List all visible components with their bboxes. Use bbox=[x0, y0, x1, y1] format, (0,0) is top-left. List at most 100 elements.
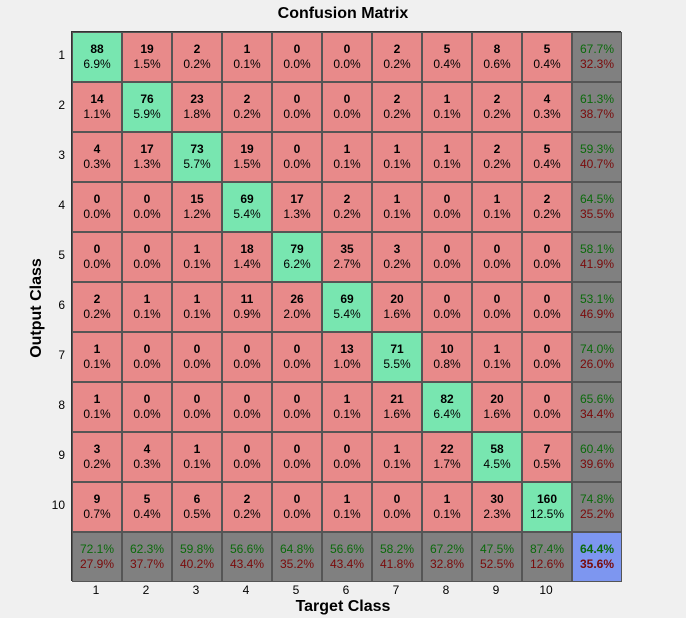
cell-percent: 4.5% bbox=[483, 457, 511, 471]
cell-count: 0 bbox=[293, 142, 301, 156]
accuracy-value: 47.5% bbox=[479, 542, 515, 556]
accuracy-value: 74.0% bbox=[579, 342, 615, 356]
error-value: 39.6% bbox=[579, 457, 615, 471]
matrix-cell-r10-c4: 2 0.2% bbox=[222, 482, 272, 532]
x-tick-label: 4 bbox=[242, 583, 250, 597]
cell-percent: 0.0% bbox=[233, 357, 261, 371]
matrix-cell-r5-c10: 0 0.0% bbox=[522, 232, 572, 282]
cell-count: 0 bbox=[293, 92, 301, 106]
cell-count: 2 bbox=[243, 92, 251, 106]
accuracy-value: 58.2% bbox=[379, 542, 415, 556]
matrix-cell-r8-c6: 1 0.1% bbox=[322, 382, 372, 432]
cell-percent: 0.0% bbox=[283, 457, 311, 471]
row-summary-10: 74.8% 25.2% bbox=[572, 482, 622, 532]
cell-count: 8 bbox=[493, 42, 501, 56]
matrix-cell-r6-c6: 69 5.4% bbox=[322, 282, 372, 332]
matrix-cell-r3-c8: 1 0.1% bbox=[422, 132, 472, 182]
matrix-cell-r9-c5: 0 0.0% bbox=[272, 432, 322, 482]
cell-percent: 0.0% bbox=[83, 257, 111, 271]
cell-count: 3 bbox=[393, 242, 401, 256]
matrix-cell-r10-c6: 1 0.1% bbox=[322, 482, 372, 532]
cell-count: 9 bbox=[93, 492, 101, 506]
cell-count: 0 bbox=[343, 92, 351, 106]
matrix-cell-r9-c2: 4 0.3% bbox=[122, 432, 172, 482]
cell-percent: 0.0% bbox=[383, 507, 411, 521]
cell-percent: 0.0% bbox=[283, 507, 311, 521]
matrix-cell-r1-c10: 5 0.4% bbox=[522, 32, 572, 82]
cell-percent: 0.1% bbox=[333, 507, 361, 521]
cell-percent: 5.7% bbox=[183, 157, 211, 171]
cell-count: 2 bbox=[393, 42, 401, 56]
matrix-cell-r2-c6: 0 0.0% bbox=[322, 82, 372, 132]
matrix-cell-r8-c1: 1 0.1% bbox=[72, 382, 122, 432]
matrix-cell-r10-c9: 30 2.3% bbox=[472, 482, 522, 532]
cell-count: 0 bbox=[493, 242, 501, 256]
accuracy-value: 56.6% bbox=[329, 542, 365, 556]
matrix-cell-r7-c7: 71 5.5% bbox=[372, 332, 422, 382]
matrix-cell-r8-c4: 0 0.0% bbox=[222, 382, 272, 432]
matrix-cell-r3-c9: 2 0.2% bbox=[472, 132, 522, 182]
matrix-cell-r4-c3: 15 1.2% bbox=[172, 182, 222, 232]
cell-percent: 0.1% bbox=[183, 307, 211, 321]
cell-percent: 1.6% bbox=[383, 307, 411, 321]
accuracy-value: 74.8% bbox=[579, 492, 615, 506]
cell-percent: 0.1% bbox=[183, 257, 211, 271]
matrix-cell-r2-c1: 14 1.1% bbox=[72, 82, 122, 132]
cell-percent: 0.4% bbox=[133, 507, 161, 521]
cell-percent: 0.0% bbox=[533, 357, 561, 371]
matrix-cell-r5-c7: 3 0.2% bbox=[372, 232, 422, 282]
matrix-cell-r6-c10: 0 0.0% bbox=[522, 282, 572, 332]
matrix-cell-r1-c5: 0 0.0% bbox=[272, 32, 322, 82]
cell-percent: 1.5% bbox=[133, 57, 161, 71]
matrix-cell-r7-c2: 0 0.0% bbox=[122, 332, 172, 382]
error-value: 41.8% bbox=[379, 557, 415, 571]
y-tick-label: 4 bbox=[58, 198, 65, 212]
error-value: 35.6% bbox=[579, 557, 615, 571]
cell-count: 160 bbox=[536, 492, 558, 506]
cell-percent: 0.2% bbox=[383, 257, 411, 271]
cell-count: 6 bbox=[193, 492, 201, 506]
cell-count: 23 bbox=[190, 92, 204, 106]
y-tick-label: 8 bbox=[58, 398, 65, 412]
x-tick-label: 6 bbox=[342, 583, 350, 597]
error-value: 32.8% bbox=[429, 557, 465, 571]
cell-count: 7 bbox=[543, 442, 551, 456]
matrix-cell-r5-c9: 0 0.0% bbox=[472, 232, 522, 282]
error-value: 41.9% bbox=[579, 257, 615, 271]
matrix-cell-r10-c5: 0 0.0% bbox=[272, 482, 322, 532]
y-tick-label: 1 bbox=[58, 48, 65, 62]
matrix-cell-r10-c7: 0 0.0% bbox=[372, 482, 422, 532]
cell-count: 1 bbox=[393, 442, 401, 456]
cell-count: 71 bbox=[390, 342, 404, 356]
cell-percent: 6.2% bbox=[283, 257, 311, 271]
y-tick-label: 6 bbox=[58, 298, 65, 312]
column-summary-4: 56.6% 43.4% bbox=[222, 532, 272, 582]
cell-count: 0 bbox=[343, 42, 351, 56]
matrix-cell-r3-c3: 73 5.7% bbox=[172, 132, 222, 182]
column-summary-3: 59.8% 40.2% bbox=[172, 532, 222, 582]
accuracy-value: 65.6% bbox=[579, 392, 615, 406]
cell-percent: 0.1% bbox=[383, 207, 411, 221]
cell-percent: 0.1% bbox=[183, 457, 211, 471]
matrix-cell-r7-c3: 0 0.0% bbox=[172, 332, 222, 382]
cell-count: 0 bbox=[193, 342, 201, 356]
cell-count: 1 bbox=[393, 192, 401, 206]
cell-count: 0 bbox=[543, 392, 551, 406]
cell-count: 1 bbox=[343, 392, 351, 406]
cell-percent: 0.0% bbox=[283, 407, 311, 421]
cell-percent: 1.5% bbox=[233, 157, 261, 171]
y-tick-label: 10 bbox=[51, 498, 65, 512]
matrix-cell-r2-c7: 2 0.2% bbox=[372, 82, 422, 132]
cell-percent: 0.0% bbox=[333, 107, 361, 121]
cell-percent: 0.0% bbox=[233, 457, 261, 471]
cell-percent: 1.6% bbox=[483, 407, 511, 421]
cell-percent: 0.5% bbox=[533, 457, 561, 471]
matrix-cell-r7-c1: 1 0.1% bbox=[72, 332, 122, 382]
matrix-cell-r5-c1: 0 0.0% bbox=[72, 232, 122, 282]
error-value: 35.5% bbox=[579, 207, 615, 221]
x-tick-label: 9 bbox=[492, 583, 500, 597]
matrix-cell-r6-c2: 1 0.1% bbox=[122, 282, 172, 332]
cell-percent: 0.0% bbox=[483, 307, 511, 321]
y-tick-label: 9 bbox=[58, 448, 65, 462]
cell-count: 5 bbox=[443, 42, 451, 56]
